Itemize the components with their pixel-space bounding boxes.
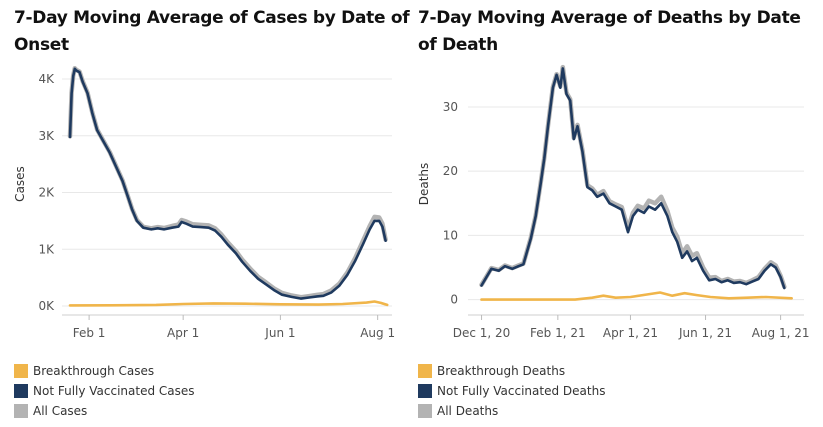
x-tick-label: Aug 1 — [360, 326, 395, 340]
y-tick-label: 30 — [443, 100, 458, 114]
legend-swatch — [14, 404, 28, 418]
x-tick-label: Apr 1, 21 — [603, 326, 658, 340]
y-axis-title: Deaths — [417, 163, 431, 206]
deaths-chart-panel: 7-Day Moving Average of Deaths by Date o… — [412, 0, 823, 427]
y-tick-label: 0 — [450, 293, 458, 307]
y-tick-label: 1K — [38, 242, 55, 256]
legend-item-not-fully-vaccinated-cases[interactable]: Not Fully Vaccinated Cases — [14, 381, 195, 401]
x-tick-label: Apr 1 — [167, 326, 199, 340]
x-tick-label: Dec 1, 20 — [453, 326, 511, 340]
y-axis-title: Cases — [13, 166, 27, 202]
legend-label: Not Fully Vaccinated Deaths — [437, 384, 606, 398]
deaths-legend: Breakthrough Deaths Not Fully Vaccinated… — [418, 361, 605, 421]
series-line-not-fully-vaccinated[interactable] — [68, 67, 387, 300]
legend-label: Breakthrough Cases — [33, 364, 155, 378]
cases-line-chart: 0K 1K 2K 3K 4K Feb 1 Apr 1 Jun 1 Aug 1 Cases — [13, 65, 395, 340]
legend-swatch — [418, 384, 432, 398]
legend-item-breakthrough-cases[interactable]: Breakthrough Cases — [14, 361, 195, 381]
x-tick-label: Jun 1 — [264, 326, 295, 340]
y-tick-label: 0K — [38, 299, 55, 313]
series-line-breakthrough[interactable] — [480, 291, 793, 301]
legend-label: Breakthrough Deaths — [437, 364, 566, 378]
x-tick-label: Feb 1 — [73, 326, 106, 340]
legend-label: All Deaths — [437, 404, 499, 418]
x-tick-label: Feb 1, 21 — [530, 326, 586, 340]
x-tick-label: Jun 1, 21 — [678, 326, 732, 340]
legend-item-all-deaths[interactable]: All Deaths — [418, 401, 605, 421]
legend-item-not-fully-vaccinated-deaths[interactable]: Not Fully Vaccinated Deaths — [418, 381, 605, 401]
legend-item-breakthrough-deaths[interactable]: Breakthrough Deaths — [418, 361, 605, 381]
legend-item-all-cases[interactable]: All Cases — [14, 401, 195, 421]
series-line-not-fully-vaccinated[interactable] — [480, 67, 786, 290]
x-tick-label: Aug 1, 21 — [752, 326, 810, 340]
y-tick-label: 4K — [38, 72, 55, 86]
series-line-breakthrough[interactable] — [68, 300, 389, 307]
chart-title: 7-Day Moving Average of Cases by Date of… — [14, 8, 410, 55]
y-tick-label: 10 — [443, 228, 458, 242]
legend-label: All Cases — [33, 404, 88, 418]
legend-swatch — [14, 384, 28, 398]
legend-swatch — [14, 364, 28, 378]
legend-label: Not Fully Vaccinated Cases — [33, 384, 195, 398]
cases-legend: Breakthrough Cases Not Fully Vaccinated … — [14, 361, 195, 421]
chart-title: 7-Day Moving Average of Deaths by Date o… — [418, 8, 801, 55]
deaths-line-chart: 0 10 20 30 Dec 1, 20 Feb 1, 21 Apr 1, 21 Jun 1,… — [417, 64, 810, 340]
cases-chart-panel: 7-Day Moving Average of Cases by Date of… — [0, 0, 410, 427]
series-line-all[interactable] — [67, 65, 388, 300]
legend-swatch — [418, 364, 432, 378]
legend-swatch — [418, 404, 432, 418]
y-tick-label: 2K — [38, 186, 55, 200]
y-tick-label: 20 — [443, 164, 458, 178]
y-tick-label: 3K — [38, 129, 55, 143]
